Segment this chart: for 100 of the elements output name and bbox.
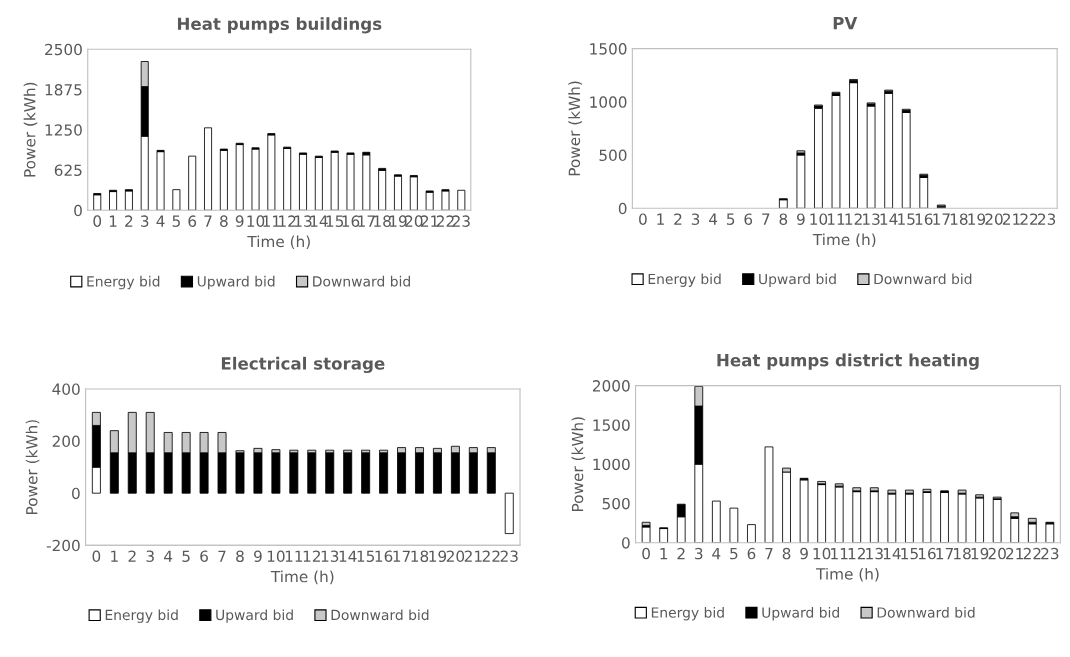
y-tick-label: 1500: [590, 43, 627, 55]
x-tick-label: 23: [1038, 213, 1056, 225]
y-tick-label: 1250: [45, 124, 82, 136]
x-tick-label: 6: [747, 547, 756, 560]
y-tick-label: 0: [618, 202, 627, 215]
x-tick-label: 8: [782, 547, 791, 560]
x-tick-label: 12: [848, 547, 865, 560]
legend-label: Upward bid: [197, 275, 275, 290]
x-tick-label: 22: [1023, 547, 1041, 560]
x-tick-label: 16: [918, 547, 936, 560]
x-tick-label: 19: [968, 213, 986, 225]
x-tick-label: 21: [464, 550, 482, 562]
x-tick-label: 14: [880, 213, 898, 225]
x-tick-label: 14: [339, 550, 357, 562]
y-tick-label: 0: [622, 537, 630, 549]
x-tick-label: 0: [642, 547, 650, 560]
x-tick-label: 9: [800, 547, 808, 560]
legend-label: Energy bid: [651, 607, 724, 621]
y-tick-label: 2000: [592, 380, 630, 392]
x-tick-label: 22: [482, 550, 500, 562]
x-tick-label: 5: [726, 213, 735, 225]
y-tick-label: 200: [52, 435, 80, 448]
legend-label: Energy bid: [87, 275, 160, 290]
x-tick-label: 18: [374, 215, 391, 227]
x-tick-label: 10: [267, 550, 285, 562]
x-tick-label: 11: [263, 215, 280, 227]
x-tick-label: 5: [182, 550, 190, 562]
x-tick-label: 7: [204, 215, 212, 227]
chart-title: Heat pumps buildings: [177, 17, 382, 34]
x-axis-title: Time (h): [247, 235, 310, 250]
x-tick-label: 6: [188, 215, 197, 227]
y-tick-label: 0: [72, 487, 80, 500]
y-tick-label: 625: [54, 164, 82, 177]
x-tick-label: 9: [796, 213, 805, 225]
x-tick-label: 18: [950, 213, 968, 225]
x-tick-label: 13: [863, 213, 880, 225]
x-tick-label: 3: [691, 213, 700, 225]
x-tick-label: 7: [218, 550, 226, 562]
x-tick-label: 12: [279, 215, 296, 227]
legend-label: Downward bid: [874, 273, 972, 285]
x-tick-label: 22: [436, 215, 454, 227]
y-axis-title: Power (kWh): [23, 82, 38, 177]
y-axis-title: Power (kWh): [568, 81, 582, 176]
x-axis-title: Time (h): [812, 233, 876, 248]
x-tick-label: 8: [236, 550, 244, 562]
x-tick-label: 2: [125, 215, 133, 227]
y-tick-label: 1000: [590, 96, 627, 108]
x-tick-label: 1: [111, 550, 118, 562]
x-tick-label: 23: [1041, 547, 1059, 560]
y-tick-label: 1875: [45, 83, 82, 96]
x-tick-label: 1: [109, 215, 117, 227]
x-tick-label: 2: [128, 550, 136, 562]
x-tick-label: 1: [657, 213, 664, 225]
y-tick-label: 0: [74, 204, 82, 217]
x-tick-label: 23: [500, 550, 518, 562]
x-tick-label: 12: [303, 550, 320, 562]
y-tick-label: 1500: [593, 419, 630, 431]
x-tick-label: 17: [358, 215, 375, 227]
legend-label: Downward bid: [331, 609, 429, 621]
x-tick-label: 20: [985, 213, 1003, 225]
x-tick-label: 17: [936, 548, 953, 560]
x-tick-label: 16: [342, 215, 360, 227]
x-tick-label: 3: [146, 550, 154, 562]
x-tick-label: 18: [954, 547, 971, 560]
x-tick-label: 23: [452, 215, 470, 227]
x-tick-label: 3: [695, 547, 703, 560]
x-tick-label: 8: [779, 213, 788, 225]
x-tick-label: 21: [1002, 213, 1020, 225]
x-tick-label: 10: [813, 547, 831, 560]
y-tick-label: 2500: [45, 43, 82, 56]
x-tick-label: 17: [933, 213, 950, 225]
x-tick-label: 15: [326, 215, 344, 227]
x-tick-label: 13: [294, 215, 312, 227]
y-tick-label: -200: [46, 539, 80, 552]
x-axis-title: Time (h): [270, 570, 334, 585]
x-tick-label: 20: [405, 215, 423, 227]
x-tick-label: 18: [411, 550, 429, 562]
x-tick-label: 4: [712, 548, 721, 560]
x-tick-label: 11: [285, 550, 303, 562]
x-axis-title: Time (h): [816, 567, 879, 582]
x-tick-label: 2: [674, 213, 682, 225]
x-tick-label: 13: [321, 550, 339, 562]
x-tick-label: 10: [247, 215, 265, 227]
x-tick-label: 3: [141, 215, 149, 227]
x-tick-label: 21: [421, 215, 438, 227]
x-tick-label: 7: [765, 548, 773, 560]
x-tick-label: 7: [762, 213, 770, 225]
legend-label: Energy bid: [648, 273, 721, 287]
y-tick-label: 500: [602, 497, 630, 510]
x-tick-label: 12: [845, 213, 862, 225]
x-tick-label: 1: [660, 548, 668, 560]
x-tick-label: 22: [1020, 213, 1038, 225]
x-tick-label: 5: [172, 215, 180, 227]
x-tick-label: 11: [827, 213, 845, 225]
x-tick-label: 19: [429, 550, 447, 562]
x-tick-label: 4: [156, 215, 165, 227]
x-tick-label: 16: [375, 550, 393, 562]
x-tick-label: 4: [709, 213, 718, 225]
x-tick-label: 15: [357, 550, 375, 562]
x-tick-label: 15: [898, 213, 915, 225]
